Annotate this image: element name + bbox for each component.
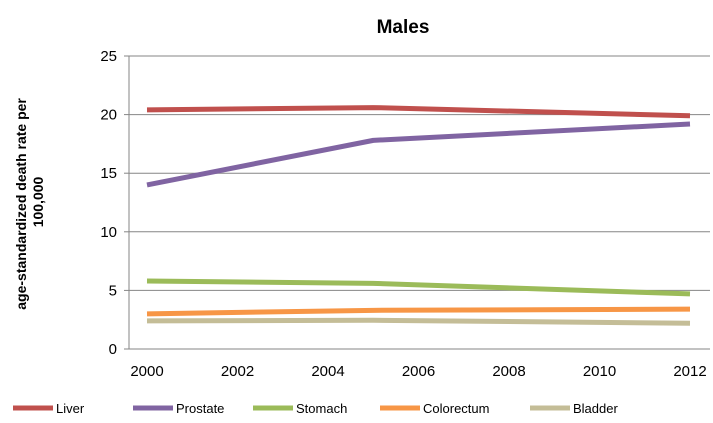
x-tick-label-2006: 2006 xyxy=(402,363,435,380)
series-lines xyxy=(146,105,691,326)
y-tick-label-10: 10 xyxy=(100,224,117,241)
y-tick-label-5: 5 xyxy=(109,282,117,299)
y-axis-label-line-2: 100,000 xyxy=(30,176,46,227)
y-tick-label-25: 25 xyxy=(100,48,117,65)
x-tick-label-2004: 2004 xyxy=(311,363,344,380)
series-line-liver xyxy=(146,105,691,119)
x-tick-label-2008: 2008 xyxy=(492,363,525,380)
y-tick-label-0: 0 xyxy=(109,341,117,358)
x-tick-label-2002: 2002 xyxy=(221,363,254,380)
x-tick-labels: 2000 2002 2004 2006 2008 2010 2012 xyxy=(130,363,706,380)
series-line-prostate xyxy=(146,121,691,188)
y-axis-label-line-1: age-standardized death rate per xyxy=(13,98,29,310)
legend-label-stomach: Stomach xyxy=(296,401,347,416)
legend-label-prostate: Prostate xyxy=(176,401,224,416)
series-line-stomach xyxy=(146,278,691,297)
legend-label-liver: Liver xyxy=(56,401,85,416)
legend-label-bladder: Bladder xyxy=(573,401,618,416)
y-tick-label-20: 20 xyxy=(100,107,117,124)
series-line-bladder xyxy=(146,317,691,326)
y-tick-labels: 0 5 10 15 20 25 xyxy=(100,48,129,358)
y-axis-label: age-standardized death rate per 100,000 xyxy=(13,94,46,310)
x-tick-label-2010: 2010 xyxy=(583,363,616,380)
chart-title: Males xyxy=(377,17,430,38)
y-tick-label-15: 15 xyxy=(100,165,117,182)
legend: Liver Prostate Stomach Colorectum Bladder xyxy=(13,401,618,416)
x-tick-label-2000: 2000 xyxy=(130,363,163,380)
legend-label-colorectum: Colorectum xyxy=(423,401,489,416)
axes xyxy=(128,56,710,350)
x-tick-label-2012: 2012 xyxy=(673,363,706,380)
series-line-colorectum xyxy=(146,306,691,317)
